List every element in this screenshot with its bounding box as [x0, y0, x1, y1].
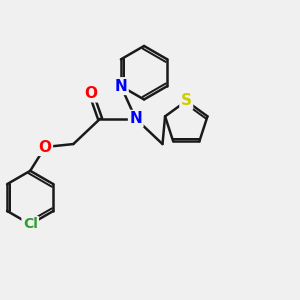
Text: O: O: [39, 140, 52, 154]
Text: N: N: [115, 79, 127, 94]
Text: O: O: [85, 86, 98, 101]
Text: S: S: [181, 94, 192, 109]
Text: Cl: Cl: [23, 217, 38, 231]
Text: N: N: [129, 111, 142, 126]
